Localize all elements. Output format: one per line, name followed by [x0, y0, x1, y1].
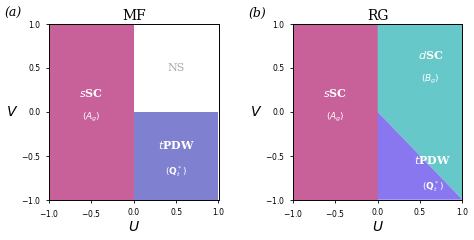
Y-axis label: $V$: $V$ — [250, 105, 263, 119]
Title: MF: MF — [122, 9, 146, 23]
Bar — [134, 112, 219, 200]
X-axis label: $U$: $U$ — [372, 221, 383, 234]
Text: (b): (b) — [249, 6, 266, 19]
Title: RG: RG — [367, 9, 388, 23]
Bar — [293, 24, 378, 200]
Text: (a): (a) — [5, 6, 22, 19]
Text: $(A_g)$: $(A_g)$ — [82, 111, 100, 124]
Text: $(A_g)$: $(A_g)$ — [326, 111, 345, 124]
Text: $(\mathbf{Q}_t^*)$: $(\mathbf{Q}_t^*)$ — [165, 164, 187, 179]
Y-axis label: $V$: $V$ — [6, 105, 18, 119]
Text: NS: NS — [167, 63, 185, 73]
Text: $t$PDW: $t$PDW — [414, 154, 451, 166]
Text: $(\mathbf{Q}_t^*)$: $(\mathbf{Q}_t^*)$ — [422, 179, 444, 194]
Text: $t$PDW: $t$PDW — [158, 139, 195, 151]
Bar — [134, 24, 219, 112]
Text: $s$SC: $s$SC — [79, 87, 103, 99]
Polygon shape — [378, 112, 463, 200]
Text: $d$SC: $d$SC — [418, 49, 443, 61]
Bar — [49, 24, 134, 200]
Polygon shape — [378, 24, 463, 200]
Text: $s$SC: $s$SC — [323, 87, 347, 99]
Text: $(B_g)$: $(B_g)$ — [421, 73, 439, 86]
X-axis label: $U$: $U$ — [128, 221, 140, 234]
